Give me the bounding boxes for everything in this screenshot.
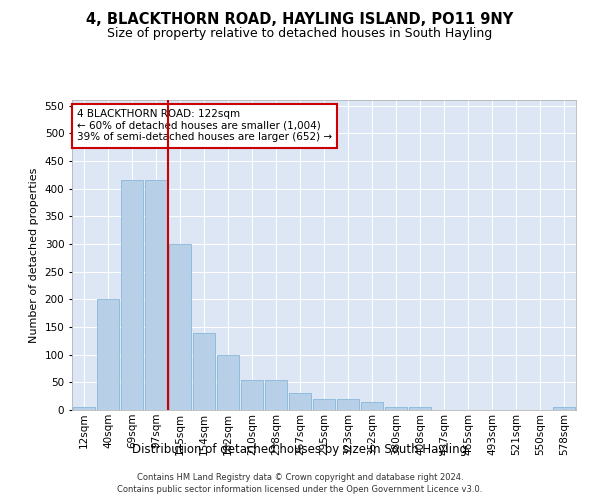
Bar [217,354,239,410]
Bar [361,402,383,410]
Bar [313,399,335,410]
Text: Contains public sector information licensed under the Open Government Licence v3: Contains public sector information licen… [118,485,482,494]
Text: 4, BLACKTHORN ROAD, HAYLING ISLAND, PO11 9NY: 4, BLACKTHORN ROAD, HAYLING ISLAND, PO11… [86,12,514,28]
Text: Contains HM Land Registry data © Crown copyright and database right 2024.: Contains HM Land Registry data © Crown c… [137,472,463,482]
Bar [337,399,359,410]
Bar [145,180,167,410]
Bar [241,380,263,410]
Bar [553,407,575,410]
Text: Size of property relative to detached houses in South Hayling: Size of property relative to detached ho… [107,28,493,40]
Bar [73,407,95,410]
Y-axis label: Number of detached properties: Number of detached properties [29,168,39,342]
Text: 4 BLACKTHORN ROAD: 122sqm
← 60% of detached houses are smaller (1,004)
39% of se: 4 BLACKTHORN ROAD: 122sqm ← 60% of detac… [77,110,332,142]
Bar [265,380,287,410]
Bar [289,394,311,410]
Bar [193,332,215,410]
Bar [409,407,431,410]
Bar [385,407,407,410]
Text: Distribution of detached houses by size in South Hayling: Distribution of detached houses by size … [133,442,467,456]
Bar [97,300,119,410]
Bar [121,180,143,410]
Bar [169,244,191,410]
